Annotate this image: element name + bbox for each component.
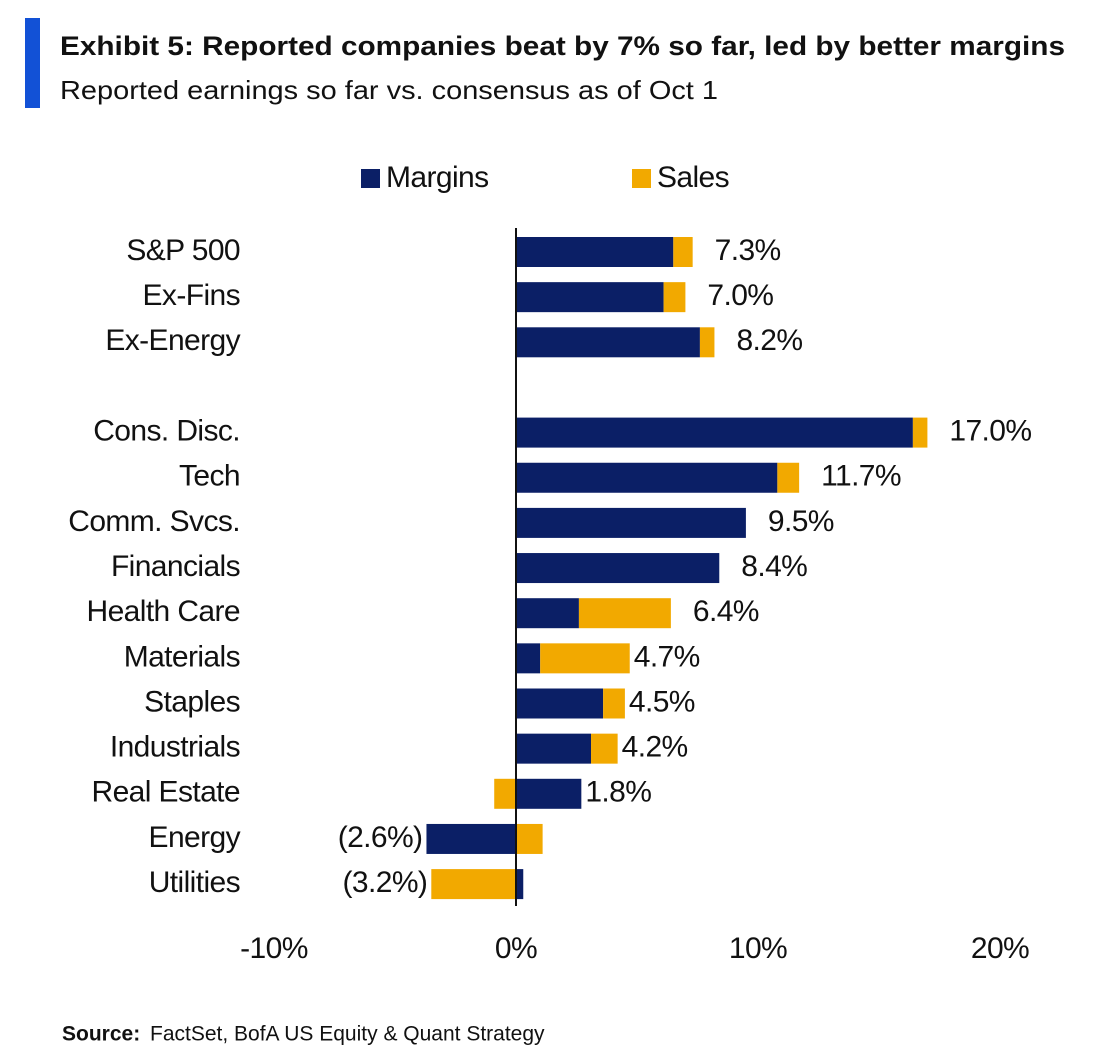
bar-segment <box>516 598 579 629</box>
value-label: 6.4% <box>693 595 759 628</box>
bar-segment <box>516 688 604 719</box>
bar-segment <box>516 327 700 358</box>
source-label: Source: <box>62 1023 140 1046</box>
category-label: Industrials <box>110 731 240 764</box>
bar-segment <box>426 823 516 854</box>
bar-segment <box>777 462 800 493</box>
value-label: 11.7% <box>821 460 901 493</box>
category-label: Cons. Disc. <box>93 415 240 448</box>
bar-segment <box>516 507 746 538</box>
value-label: 4.5% <box>629 685 695 718</box>
legend-label: Sales <box>657 161 729 194</box>
bar-segment <box>516 778 582 809</box>
chart-title: Exhibit 5: Reported companies beat by 7%… <box>60 31 1065 61</box>
category-label: Energy <box>149 821 241 854</box>
value-label: 17.0% <box>949 415 1031 448</box>
bar-segment <box>603 688 625 719</box>
category-label: Comm. Svcs. <box>68 505 240 538</box>
bar-segment <box>673 237 693 267</box>
bar-segment <box>540 643 630 674</box>
value-label: 7.3% <box>715 234 781 267</box>
x-tick-label: 10% <box>729 932 787 965</box>
x-tick-label: -10% <box>240 932 308 965</box>
value-label: 8.2% <box>736 324 802 357</box>
bar-segment <box>699 327 715 358</box>
category-label: S&P 500 <box>126 234 240 267</box>
value-label: (3.2%) <box>343 866 428 899</box>
category-label: Tech <box>179 460 240 493</box>
legend-swatch <box>632 169 651 188</box>
category-label: Health Care <box>87 595 240 628</box>
bar-segment <box>516 462 778 493</box>
value-label: 8.4% <box>741 550 807 583</box>
bar-segment <box>663 282 686 313</box>
x-tick-label: 20% <box>971 932 1029 965</box>
bar-segment <box>516 237 674 267</box>
title-accent <box>25 18 40 108</box>
bar-segment <box>494 778 516 809</box>
bar-segment <box>578 598 671 629</box>
bar-segment <box>431 869 516 900</box>
bar-segment <box>516 869 524 900</box>
bar-segment <box>516 417 913 448</box>
value-label: 7.0% <box>707 279 773 312</box>
bar-segment <box>516 643 541 674</box>
legend-label: Margins <box>386 161 489 194</box>
chart-subtitle: Reported earnings so far vs. consensus a… <box>60 75 718 105</box>
category-label: Financials <box>111 550 240 583</box>
bar-segment <box>591 733 618 764</box>
category-label: Utilities <box>149 866 240 899</box>
value-label: (2.6%) <box>338 821 423 854</box>
bar-segment <box>516 823 543 854</box>
bar-segment <box>516 282 664 313</box>
x-tick-label: 0% <box>495 932 537 965</box>
value-label: 1.8% <box>585 776 651 809</box>
value-label: 9.5% <box>768 505 834 538</box>
category-label: Ex-Fins <box>143 279 240 312</box>
bar-segment <box>516 553 720 584</box>
category-label: Materials <box>124 640 240 673</box>
legend-swatch <box>361 169 380 188</box>
category-label: Staples <box>144 685 240 718</box>
value-label: 4.7% <box>634 640 700 673</box>
bar-segment <box>912 417 928 448</box>
value-label: 4.2% <box>622 731 688 764</box>
bar-segment <box>516 733 592 764</box>
source-text: FactSet, BofA US Equity & Quant Strategy <box>150 1023 545 1046</box>
category-label: Ex-Energy <box>105 324 240 357</box>
category-label: Real Estate <box>92 776 240 809</box>
